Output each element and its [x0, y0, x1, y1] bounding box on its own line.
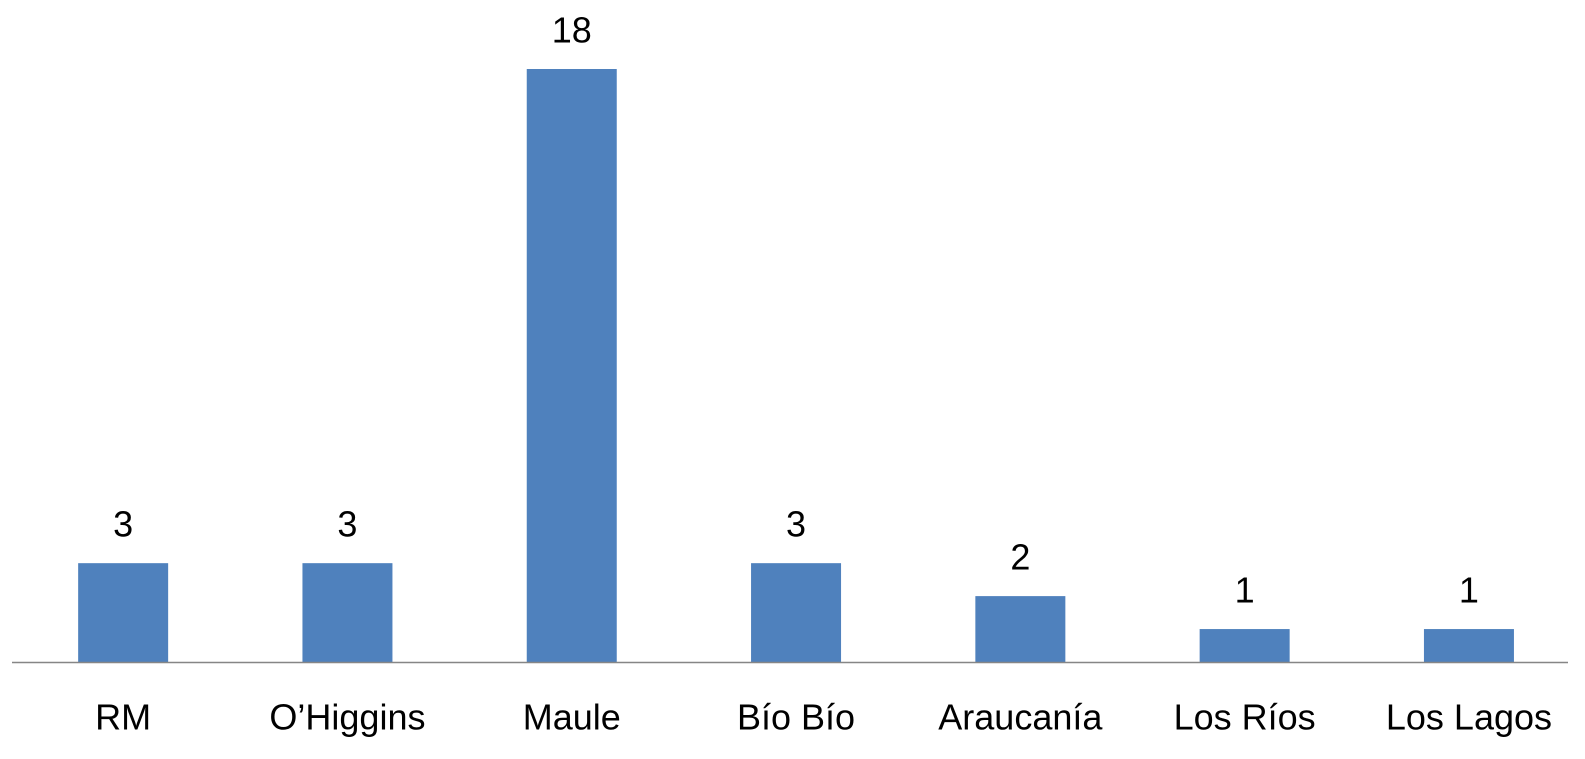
- x-tick-label: Los Ríos: [1174, 697, 1316, 738]
- bar: [302, 563, 393, 662]
- x-tick-label: O’Higgins: [269, 697, 425, 738]
- data-label: 3: [337, 504, 357, 545]
- bar: [751, 563, 842, 662]
- data-label: 1: [1235, 570, 1255, 611]
- data-label: 3: [786, 504, 806, 545]
- x-tick-label: RM: [95, 697, 151, 738]
- data-label: 18: [552, 10, 592, 51]
- x-tick-label: Los Lagos: [1386, 697, 1552, 738]
- x-tick-label: Maule: [523, 697, 621, 738]
- bar: [78, 563, 169, 662]
- bar: [975, 596, 1066, 662]
- bar: [1423, 629, 1514, 662]
- x-tick-label: Bío Bío: [737, 697, 855, 738]
- data-label: 2: [1010, 537, 1030, 578]
- data-label: 3: [113, 504, 133, 545]
- x-tick-label: Araucanía: [938, 697, 1103, 738]
- data-label: 1: [1459, 570, 1479, 611]
- bar: [526, 69, 617, 662]
- bar: [1199, 629, 1290, 662]
